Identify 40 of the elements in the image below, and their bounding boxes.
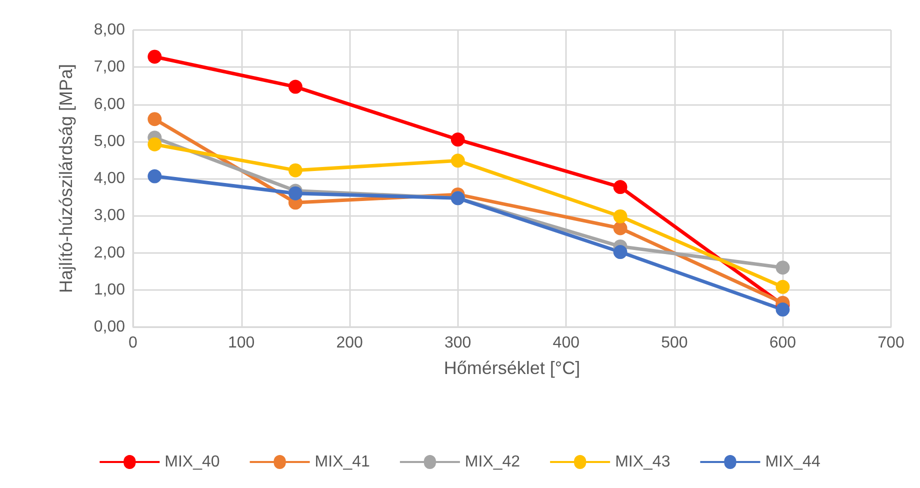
- point: [450, 132, 465, 147]
- x-tick-label: 600: [769, 334, 796, 352]
- y-tick-label: 1,00: [94, 281, 126, 298]
- x-tick-label: 0: [128, 334, 138, 352]
- y-axis-title: Hajlító-húzószilárdság [MPa]: [56, 64, 76, 294]
- x-tick-label: 700: [878, 334, 904, 352]
- y-tick-label: 3,00: [94, 207, 126, 224]
- legend-label: MIX_41: [314, 454, 370, 470]
- point: [148, 112, 162, 126]
- x-tick-label: 400: [552, 334, 580, 352]
- point: [288, 186, 302, 200]
- point: [148, 137, 162, 152]
- x-tick-label: 500: [661, 334, 688, 352]
- y-tick-label: 6,00: [94, 96, 126, 113]
- point: [288, 163, 302, 178]
- y-tick-label: 8,00: [94, 22, 126, 38]
- point: [776, 280, 790, 294]
- y-tick-label: 0,00: [94, 318, 126, 336]
- x-tick-label: 200: [336, 334, 364, 352]
- legend-label: MIX_42: [464, 454, 520, 470]
- legend-label: MIX_44: [765, 454, 820, 470]
- point: [776, 302, 790, 317]
- point: [613, 209, 628, 224]
- legend-label: MIX_43: [615, 454, 670, 470]
- y-tick-label: 4,00: [94, 170, 126, 187]
- x-axis-title: Hőmérséklet [°C]: [444, 358, 580, 378]
- point: [450, 154, 465, 168]
- point: [613, 245, 628, 260]
- point: [776, 260, 790, 275]
- point: [613, 221, 628, 236]
- point: [148, 169, 162, 184]
- y-tick-label: 7,00: [94, 58, 126, 76]
- legend-label: MIX_40: [164, 454, 220, 470]
- point: [613, 180, 628, 194]
- x-tick-label: 300: [444, 334, 472, 352]
- y-tick-label: 5,00: [94, 132, 126, 150]
- point: [148, 50, 162, 64]
- y-tick-label: 2,00: [94, 244, 126, 262]
- point: [288, 80, 302, 94]
- x-tick-label: 100: [228, 334, 255, 352]
